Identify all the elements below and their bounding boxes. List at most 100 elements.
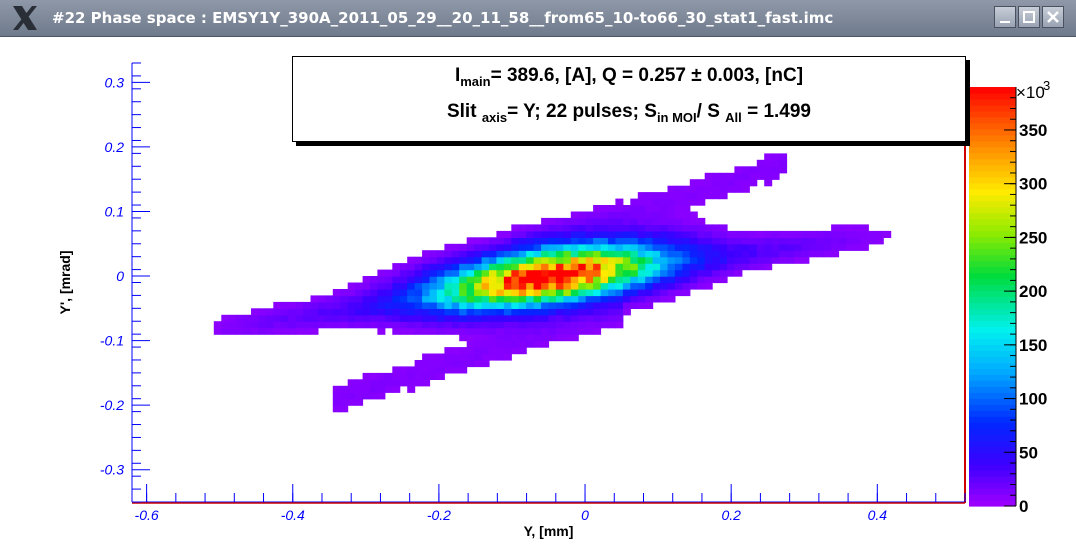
heatmap-cell	[340, 392, 349, 400]
heatmap-cell	[466, 250, 475, 258]
heatmap-cell	[682, 243, 691, 251]
heatmap-cell	[585, 217, 594, 225]
heatmap-cell	[392, 366, 401, 374]
heatmap-cell	[793, 243, 802, 251]
heatmap-cell	[667, 256, 676, 264]
heatmap-cell	[377, 372, 386, 380]
heatmap-cell	[734, 263, 743, 271]
colorbar-segment	[969, 206, 1016, 214]
heatmap-cell	[541, 243, 550, 251]
heatmap-cell	[533, 314, 542, 322]
heatmap-cell	[280, 301, 289, 309]
heatmap-cell	[734, 230, 743, 238]
heatmap-cell	[347, 379, 356, 387]
heatmap-cell	[682, 269, 691, 277]
heatmap-cell	[474, 314, 483, 322]
heatmap-cell	[808, 230, 817, 238]
heatmap-cell	[697, 250, 706, 258]
heatmap-cell	[288, 301, 297, 309]
heatmap-cell	[503, 347, 512, 355]
heatmap-cell	[801, 250, 810, 258]
colorbar-segment	[969, 110, 1016, 118]
heatmap-cell	[496, 289, 505, 297]
heatmap-cell	[712, 172, 721, 180]
heatmap-cell	[608, 224, 616, 232]
heatmap-cell	[637, 230, 646, 238]
heatmap-cell	[414, 276, 423, 284]
heatmap-cell	[459, 282, 468, 290]
heatmap-cell	[429, 327, 438, 335]
minimize-button[interactable]	[994, 6, 1016, 28]
heatmap-cell	[578, 282, 587, 290]
x-axis-title: Y, [mm]	[524, 523, 574, 539]
heatmap-cell	[682, 282, 691, 290]
colorbar-segment	[969, 308, 1016, 316]
x-tick-label: 0.4	[868, 507, 888, 523]
heatmap-cell	[518, 256, 527, 264]
heatmap-cell	[489, 334, 497, 342]
heatmap-cell	[741, 230, 750, 238]
close-button[interactable]	[1042, 6, 1064, 28]
heatmap-cell	[451, 360, 460, 368]
heatmap-cell	[511, 347, 520, 355]
heatmap-cell	[481, 237, 490, 245]
heatmap-cell	[258, 327, 267, 335]
heatmap-cell	[288, 327, 297, 335]
heatmap-cell	[511, 276, 520, 284]
window-titlebar[interactable]: #22 Phase space : EMSY1Y_390A_2011_05_29…	[0, 0, 1076, 37]
heatmap-cell	[489, 289, 497, 297]
heatmap-cell	[310, 301, 319, 309]
heatmap-cell	[846, 224, 854, 232]
heatmap-cell	[429, 353, 438, 361]
colorbar-segment	[969, 314, 1016, 322]
minimize-icon	[1000, 21, 1010, 23]
heatmap-cell	[414, 321, 423, 329]
heatmap-cell	[422, 308, 431, 316]
heatmap-cell	[727, 250, 735, 258]
heatmap-cell	[407, 314, 416, 322]
heatmap-cell	[764, 243, 773, 251]
colorbar-segment	[969, 494, 1016, 501]
heatmap-cell	[570, 334, 579, 342]
heatmap-cell	[570, 237, 579, 245]
heatmap-cell	[600, 282, 609, 290]
heatmap-cell	[615, 308, 624, 316]
heatmap-cell	[273, 314, 282, 322]
heatmap-cell	[503, 256, 512, 264]
s-in-moi-sub: in MOI	[656, 109, 697, 125]
colorbar-segment	[969, 218, 1016, 226]
heatmap-cell	[384, 289, 393, 297]
heatmap-cell	[362, 276, 371, 284]
heatmap-cell	[563, 276, 572, 284]
heatmap-cell	[451, 366, 460, 374]
heatmap-cell	[563, 295, 572, 303]
heatmap-cell	[622, 256, 631, 264]
colorbar-tick-label: 350	[1019, 121, 1047, 140]
heatmap-cell	[444, 366, 453, 374]
heatmap-cell	[838, 230, 847, 238]
heatmap-cell	[712, 179, 721, 187]
heatmap-cell	[608, 256, 616, 264]
heatmap-cell	[399, 366, 408, 374]
heatmap-cell	[600, 301, 609, 309]
heatmap-cell	[422, 301, 431, 309]
heatmap-cell	[422, 366, 431, 374]
heatmap-cell	[511, 321, 520, 329]
heatmap-cell	[466, 353, 475, 361]
heatmap-cell	[436, 308, 445, 316]
heatmap-cell	[496, 353, 505, 361]
heatmap-cell	[533, 256, 542, 264]
heatmap-cell	[682, 237, 691, 245]
heatmap-cell	[615, 295, 624, 303]
heatmap-cell	[407, 256, 416, 264]
heatmap-cell	[563, 243, 572, 251]
maximize-icon	[1023, 11, 1035, 23]
heatmap-cell	[444, 256, 453, 264]
colorbar-segment	[969, 338, 1016, 345]
heatmap-cell	[682, 198, 691, 206]
heatmap-cell	[548, 314, 557, 322]
maximize-button[interactable]	[1018, 6, 1040, 28]
heatmap-cell	[399, 276, 408, 284]
heatmap-cell	[771, 153, 780, 161]
heatmap-cell	[674, 185, 683, 193]
